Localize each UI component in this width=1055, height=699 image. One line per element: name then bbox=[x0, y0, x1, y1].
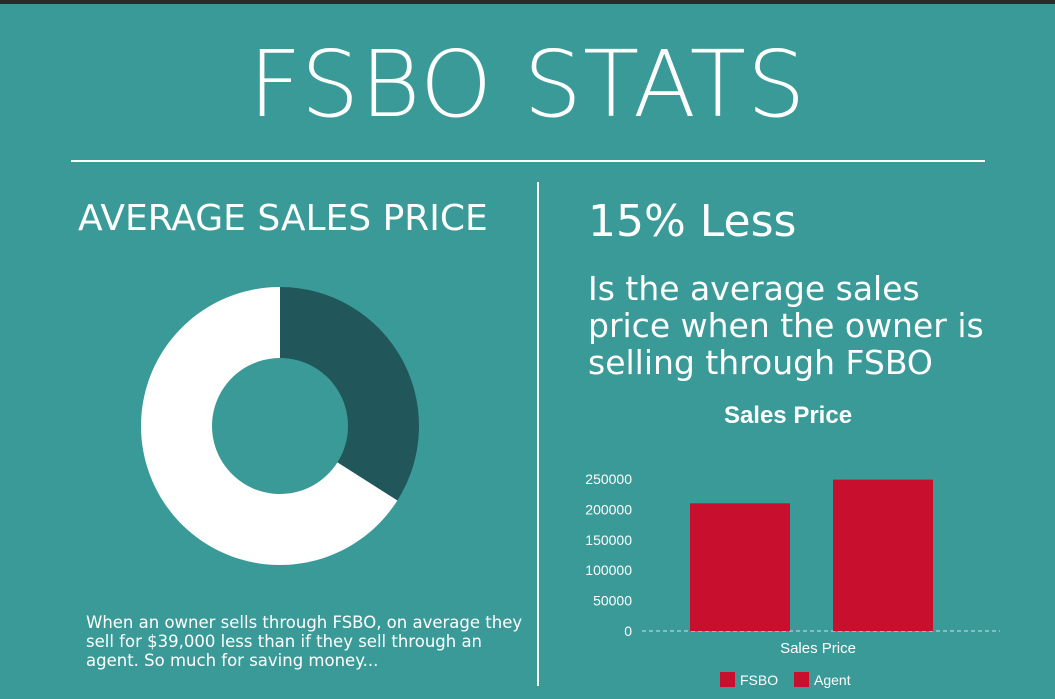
y-tick-label: 0 bbox=[624, 623, 632, 639]
big-stat: 15% Less bbox=[588, 196, 797, 247]
footnote-text: When an owner sells through FSBO, on ave… bbox=[86, 613, 523, 670]
top-edge bbox=[0, 0, 1055, 4]
bar-fsbo bbox=[690, 503, 790, 631]
bar-chart: Sales Price 250000 200000 150000 100000 50000… bbox=[585, 402, 1000, 688]
legend-swatch-fsbo bbox=[720, 672, 735, 687]
y-tick-label: 100000 bbox=[585, 562, 632, 578]
y-tick-label: 150000 bbox=[585, 532, 632, 548]
title-divider bbox=[71, 160, 985, 162]
x-axis-label: Sales Price bbox=[780, 640, 856, 657]
section-heading: AVERAGE SALES PRICE bbox=[78, 198, 488, 239]
y-tick-label: 200000 bbox=[585, 501, 632, 517]
page-title: FSBO STATS bbox=[248, 31, 807, 138]
stat-description: Is the average sales price when the owne… bbox=[588, 269, 984, 382]
legend-label-agent: Agent bbox=[814, 672, 851, 688]
y-tick-label: 50000 bbox=[593, 593, 632, 609]
legend-label-fsbo: FSBO bbox=[740, 672, 778, 688]
legend-swatch-agent bbox=[794, 672, 809, 687]
bar-agent bbox=[833, 479, 933, 631]
donut-chart bbox=[141, 287, 419, 565]
column-divider bbox=[537, 182, 539, 686]
donut-slice-1 bbox=[141, 287, 398, 565]
bar-chart-title: Sales Price bbox=[724, 402, 852, 429]
donut-slice-0 bbox=[280, 287, 419, 501]
y-tick-label: 250000 bbox=[585, 471, 632, 487]
